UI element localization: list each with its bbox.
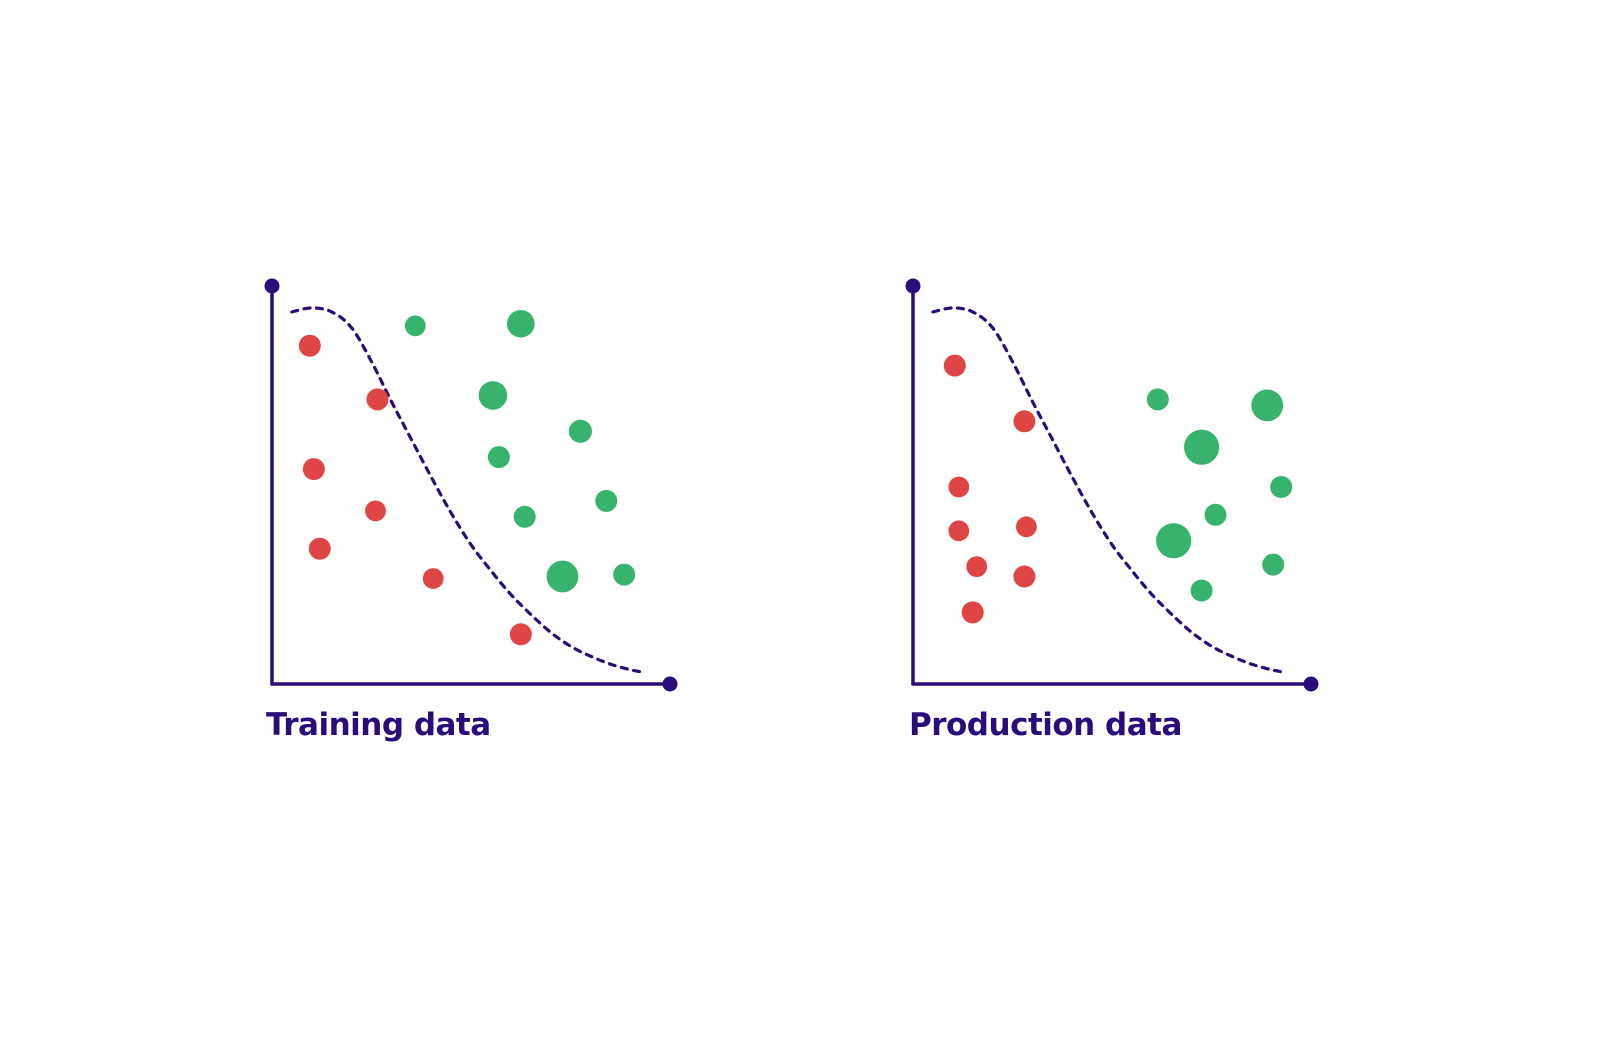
green-data-point <box>478 381 508 410</box>
red-data-point <box>1016 516 1037 538</box>
points-group <box>298 310 636 646</box>
green-data-point <box>595 489 618 512</box>
chart-title: Production data <box>909 707 1182 743</box>
red-data-point <box>948 520 970 542</box>
green-data-point <box>487 446 510 469</box>
axes-group <box>905 278 1319 692</box>
red-data-point <box>308 537 331 560</box>
decision-boundary-line <box>290 306 644 674</box>
red-data-point <box>422 568 444 589</box>
red-data-point <box>366 388 389 411</box>
green-data-point <box>1190 579 1213 602</box>
green-data-point <box>404 315 426 337</box>
green-data-point <box>568 419 592 443</box>
green-data-point <box>1146 388 1169 411</box>
decision-boundary-group <box>290 306 644 674</box>
axes-group <box>264 278 678 692</box>
green-data-point <box>1251 389 1284 422</box>
y-axis-end-dot <box>264 278 280 294</box>
green-data-point <box>1184 429 1220 465</box>
green-data-point <box>1204 503 1227 526</box>
red-data-point <box>966 556 988 577</box>
red-data-point <box>509 623 532 646</box>
red-data-point <box>1013 410 1036 433</box>
training-data-chart: Training data <box>264 278 678 743</box>
green-data-point <box>507 310 535 338</box>
x-axis-end-dot <box>662 676 678 692</box>
points-group <box>943 354 1293 624</box>
y-axis-end-dot <box>905 278 921 294</box>
x-axis-end-dot <box>1303 676 1319 692</box>
green-data-point <box>613 563 636 586</box>
red-data-point <box>298 334 321 357</box>
green-data-point <box>1270 476 1293 498</box>
decision-boundary-line <box>931 306 1285 674</box>
chart-title: Training data <box>266 707 491 743</box>
decision-boundary-group <box>931 306 1285 674</box>
green-data-point <box>546 560 579 593</box>
red-data-point <box>943 354 966 377</box>
red-data-point <box>961 601 984 624</box>
red-data-point <box>1013 565 1036 588</box>
red-data-point <box>365 500 386 522</box>
red-data-point <box>302 458 325 481</box>
green-data-point <box>1156 523 1192 559</box>
green-data-point <box>1262 553 1285 576</box>
red-data-point <box>948 476 970 498</box>
green-data-point <box>513 505 536 528</box>
production-data-chart: Production data <box>905 278 1319 743</box>
